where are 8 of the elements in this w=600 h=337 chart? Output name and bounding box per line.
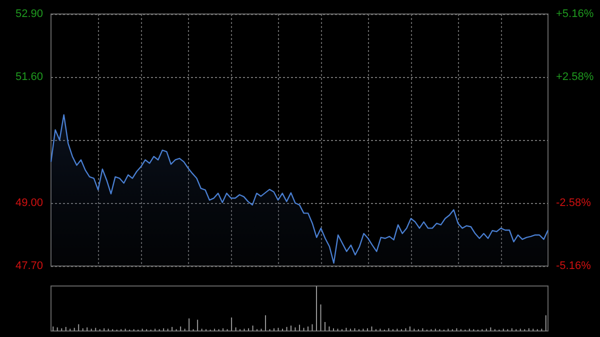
y2-tick-label: -2.58% (556, 197, 592, 209)
y2-tick-label: +2.58% (556, 71, 594, 83)
y-tick-label: 52.90 (15, 8, 43, 20)
y2-tick-label: -5.16% (556, 260, 592, 272)
y-tick-label: 47.70 (15, 260, 43, 272)
y2-tick-label: +5.16% (556, 8, 594, 20)
y-tick-label: 51.60 (15, 71, 43, 83)
y-tick-label: 49.00 (15, 197, 43, 209)
